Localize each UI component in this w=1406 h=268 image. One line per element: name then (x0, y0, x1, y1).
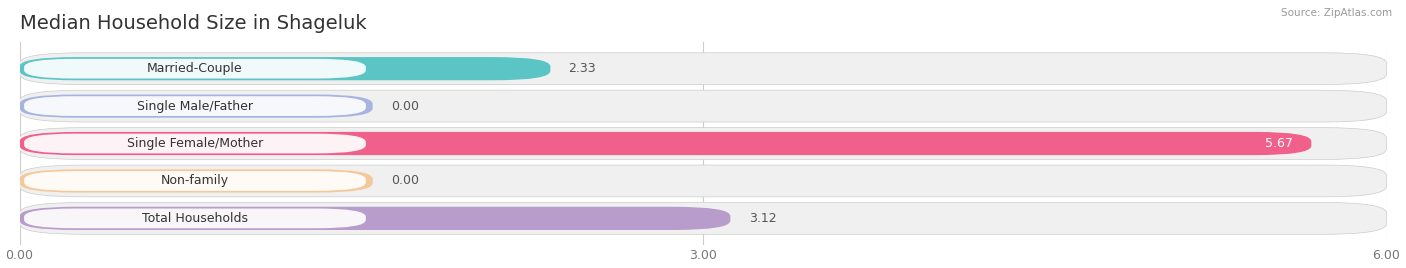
FancyBboxPatch shape (20, 203, 1386, 234)
Text: 5.67: 5.67 (1265, 137, 1294, 150)
Text: Source: ZipAtlas.com: Source: ZipAtlas.com (1281, 8, 1392, 18)
FancyBboxPatch shape (20, 207, 730, 230)
Text: Median Household Size in Shageluk: Median Household Size in Shageluk (20, 14, 366, 33)
FancyBboxPatch shape (24, 171, 366, 191)
FancyBboxPatch shape (20, 165, 1386, 197)
FancyBboxPatch shape (24, 134, 366, 153)
FancyBboxPatch shape (24, 209, 366, 228)
Text: 0.00: 0.00 (391, 100, 419, 113)
FancyBboxPatch shape (24, 96, 366, 116)
FancyBboxPatch shape (20, 169, 373, 193)
Text: 0.00: 0.00 (391, 174, 419, 187)
Text: 3.12: 3.12 (748, 212, 776, 225)
FancyBboxPatch shape (20, 90, 1386, 122)
FancyBboxPatch shape (20, 57, 550, 80)
Text: Single Male/Father: Single Male/Father (136, 100, 253, 113)
FancyBboxPatch shape (24, 59, 366, 79)
Text: 2.33: 2.33 (568, 62, 596, 75)
FancyBboxPatch shape (20, 132, 1312, 155)
Text: Married-Couple: Married-Couple (148, 62, 243, 75)
FancyBboxPatch shape (20, 128, 1386, 159)
FancyBboxPatch shape (20, 53, 1386, 85)
Text: Non-family: Non-family (160, 174, 229, 187)
Text: Total Households: Total Households (142, 212, 247, 225)
FancyBboxPatch shape (20, 95, 373, 118)
Text: Single Female/Mother: Single Female/Mother (127, 137, 263, 150)
